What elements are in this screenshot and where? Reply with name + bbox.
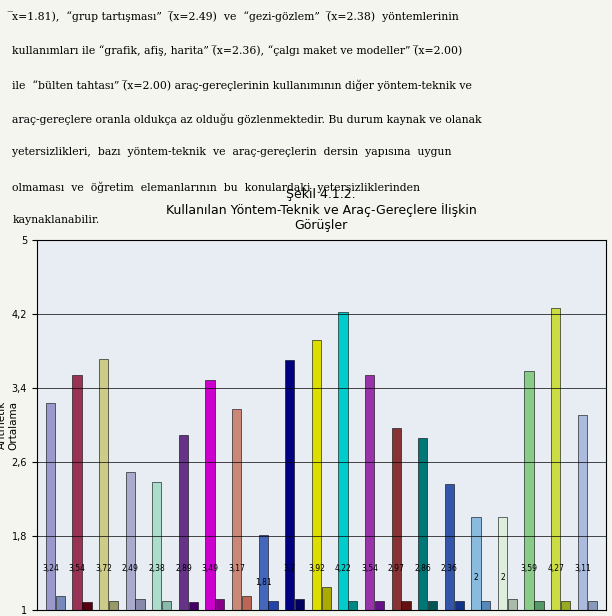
Text: yetersizlikleri,  bazı  yöntem-teknik  ve  araç-gereçlerin  dersin  yapısına  uy: yetersizlikleri, bazı yöntem-teknik ve a… xyxy=(12,147,452,158)
Bar xyxy=(401,601,411,610)
Text: 3,54: 3,54 xyxy=(361,564,378,573)
Bar xyxy=(375,601,384,610)
Text: 2,86: 2,86 xyxy=(414,564,431,573)
Bar xyxy=(498,517,507,610)
Bar xyxy=(56,596,65,610)
Text: 3,54: 3,54 xyxy=(69,564,86,573)
Bar xyxy=(188,602,198,610)
Y-axis label: Aritmetik
Ortalama: Aritmetik Ortalama xyxy=(0,400,18,450)
Text: 2: 2 xyxy=(500,573,505,582)
Bar xyxy=(232,410,241,610)
Bar xyxy=(72,375,81,610)
Bar xyxy=(471,517,480,610)
Bar xyxy=(269,601,278,610)
Text: 3,17: 3,17 xyxy=(228,564,245,573)
Bar xyxy=(348,601,357,610)
Bar xyxy=(135,599,144,610)
Bar xyxy=(428,601,437,610)
Text: 3,49: 3,49 xyxy=(201,564,218,573)
Bar xyxy=(82,602,92,610)
Bar xyxy=(179,435,188,610)
Bar xyxy=(365,375,374,610)
Text: 3,11: 3,11 xyxy=(574,564,591,573)
Text: olmaması  ve  öğretim  elemanlarının  bu  konulardaki  yetersizliklerinden: olmaması ve öğretim elemanlarının bu kon… xyxy=(12,181,420,193)
Text: 2,49: 2,49 xyxy=(122,564,139,573)
Bar xyxy=(206,379,215,610)
Bar xyxy=(295,599,304,610)
Bar xyxy=(418,438,427,610)
Text: 2,38: 2,38 xyxy=(149,564,165,573)
Bar xyxy=(152,482,162,610)
Bar xyxy=(338,312,348,610)
Text: 3,59: 3,59 xyxy=(521,564,538,573)
Text: ile  “bülten tahtası” (̅x=2.00) araç-gereçlerinin kullanımının diğer yöntem-tekn: ile “bülten tahtası” (̅x=2.00) araç-gere… xyxy=(12,79,472,91)
Bar xyxy=(524,371,534,610)
Bar xyxy=(508,599,517,610)
Bar xyxy=(392,428,401,610)
Text: 2,36: 2,36 xyxy=(441,564,458,573)
Bar xyxy=(321,586,331,610)
Bar xyxy=(258,535,268,610)
Bar xyxy=(285,360,294,610)
Bar xyxy=(215,599,225,610)
Bar xyxy=(534,601,543,610)
Bar xyxy=(46,403,55,610)
Bar xyxy=(455,601,464,610)
Text: araç-gereçlere oranla oldukça az olduğu gözlenmektedir. Bu durum kaynak ve olana: araç-gereçlere oranla oldukça az olduğu … xyxy=(12,113,482,125)
Title: Şekil 4.1.2.
Kullanılan Yöntem-Teknik ve Araç-Gereçlere İlişkin
Görüşler: Şekil 4.1.2. Kullanılan Yöntem-Teknik ve… xyxy=(166,188,477,232)
Bar xyxy=(162,601,171,610)
Bar xyxy=(99,359,108,610)
Bar xyxy=(242,596,251,610)
Bar xyxy=(312,340,321,610)
Text: 2: 2 xyxy=(474,573,479,582)
Text: 3,72: 3,72 xyxy=(95,564,112,573)
Bar xyxy=(445,484,454,610)
Text: kullanımları ile “grafik, afiş, harita” (̅x=2.36), “çalgı maket ve modeller” (̅x: kullanımları ile “grafik, afiş, harita” … xyxy=(12,46,463,57)
Bar xyxy=(109,601,118,610)
Bar xyxy=(125,472,135,610)
Bar xyxy=(561,601,570,610)
Text: ̅x=1.81),  “grup tartışması”  (̅x=2.49)  ve  “gezi-gözlem”  (̅x=2.38)  yöntemler: ̅x=1.81), “grup tartışması” (̅x=2.49) ve… xyxy=(12,12,459,23)
Text: 3,92: 3,92 xyxy=(308,564,325,573)
Text: 2,97: 2,97 xyxy=(388,564,405,573)
Text: 1,81: 1,81 xyxy=(255,578,272,588)
Text: 3,24: 3,24 xyxy=(42,564,59,573)
Text: kaynaklanabilir.: kaynaklanabilir. xyxy=(12,216,100,225)
Text: 4,22: 4,22 xyxy=(335,564,351,573)
Bar xyxy=(481,601,490,610)
Bar xyxy=(588,601,597,610)
Bar xyxy=(578,415,587,610)
Text: 4,27: 4,27 xyxy=(547,564,564,573)
Text: 3,7: 3,7 xyxy=(284,564,296,573)
Text: 2,89: 2,89 xyxy=(175,564,192,573)
Bar xyxy=(551,308,561,610)
